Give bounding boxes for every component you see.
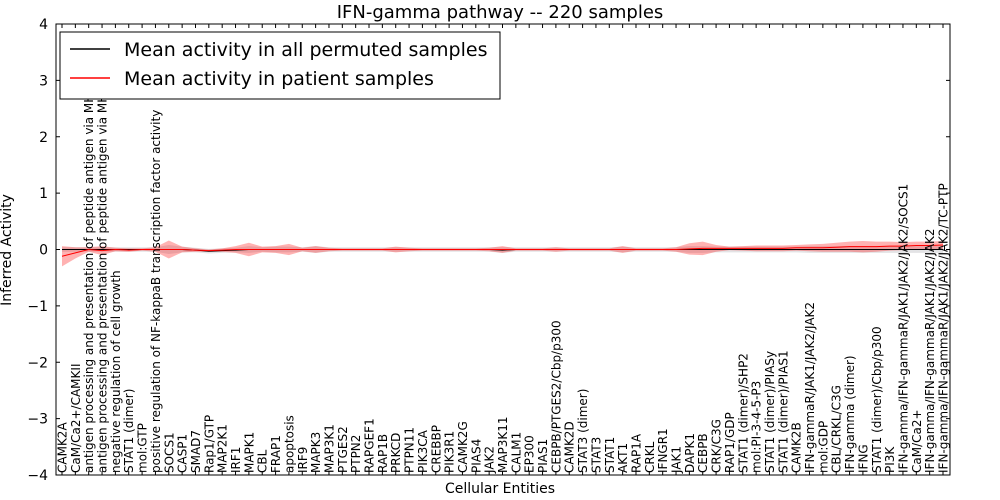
x-tick-label: IFNG — [856, 444, 870, 473]
x-tick-label: CRKL — [643, 441, 657, 473]
x-tick-label: mol:GTP — [136, 423, 150, 473]
x-tick-label: CaM/Ca2+/CAMKII — [69, 364, 83, 473]
x-tick-label: RAP1/GDP — [723, 412, 737, 473]
x-tick-label: IFN-gamma/IFN-gammaR/JAK1/JAK2/JAK2 — [923, 228, 937, 473]
series-line-permuted — [62, 249, 943, 252]
x-tick-label: PI3K — [883, 446, 897, 473]
x-tick-label: antigen processing and presentation of p… — [96, 41, 110, 473]
chart-title: IFN-gamma pathway -- 220 samples — [337, 2, 664, 23]
x-tick-label: RAPGEF1 — [363, 418, 377, 473]
x-tick-label: CAMK2D — [563, 421, 577, 473]
x-tick-label: STAT3 (dimer) — [576, 389, 590, 473]
y-tick-label: 3 — [39, 73, 48, 89]
x-tick-label: IFN-gamma/IFN-gammaR/JAK1/JAK2/JAK2/TC-P… — [937, 183, 951, 473]
x-tick-label: PIK3CA — [416, 429, 430, 473]
x-tick-label: PIK3R1 — [443, 431, 457, 473]
y-tick-label: 4 — [39, 17, 48, 33]
x-tick-label: CBL/CRKL/C3G — [830, 385, 844, 473]
x-tick-label: STAT1 (dimer)/SHP2 — [736, 353, 750, 473]
y-tick-label: 0 — [39, 243, 48, 259]
x-tick-label: MAP3K11 — [496, 416, 510, 473]
x-tick-label: CAMK2A — [56, 422, 70, 473]
x-tick-label: PTPN2 — [349, 435, 363, 473]
y-tick-label: −1 — [27, 299, 48, 315]
x-tick-label: negative regulation of cell growth — [109, 270, 123, 473]
x-tick-label: CALM1 — [509, 432, 523, 473]
x-tick-label: MAPK1 — [242, 432, 256, 473]
legend-label-permuted: Mean activity in all permuted samples — [124, 39, 487, 61]
y-tick-label: −4 — [27, 468, 48, 484]
legend-label-patient: Mean activity in patient samples — [124, 68, 434, 90]
x-tick-label: CREBBP — [429, 425, 443, 473]
x-tick-label: MAP2K1 — [216, 424, 230, 473]
x-tick-label: SMAD7 — [189, 430, 203, 473]
x-tick-label: PTGES2 — [336, 426, 350, 473]
x-tick-label: JAK1 — [670, 446, 684, 474]
y-tick-label: 1 — [39, 186, 48, 202]
x-axis-label: Cellular Entities — [445, 481, 555, 497]
x-tick-label: PRKCD — [389, 433, 403, 473]
legend: Mean activity in all permuted samples Me… — [59, 31, 501, 100]
x-tick-label: STAT1 (dimer)/PIAS1 — [776, 350, 790, 473]
x-tick-label: MAPK3 — [309, 432, 323, 473]
x-tick-label: PIAS1 — [536, 439, 550, 473]
x-tick-label: IRF1 — [229, 447, 243, 473]
x-tick-label: mol:GDP — [816, 421, 830, 473]
x-tick-label: RAP1A — [629, 433, 643, 473]
x-tick-label: IFNGR1 — [656, 428, 670, 473]
x-tick-label: CAMK2B — [790, 422, 804, 473]
x-tick-label: SOCS1 — [162, 432, 176, 473]
x-tick-label: IFN-gamma/IFN-gammaR/JAK1/JAK2/JAK2/SOCS… — [896, 184, 910, 473]
x-tick-label: EP300 — [523, 435, 537, 473]
x-tick-label: IFN-gammaR/JAK1/JAK2/JAK2 — [803, 302, 817, 473]
y-axis-label: Inferred Activity — [0, 194, 15, 306]
legend-box — [59, 31, 501, 100]
x-tick-label: STAT1 (dimer) — [122, 389, 136, 473]
x-tick-label: MAP3K1 — [322, 424, 336, 473]
x-tick-label: mol:PI-3-4-5-P3 — [750, 381, 764, 473]
x-tick-label: STAT1 — [603, 437, 617, 473]
x-tick-label: IFN-gamma (dimer) — [843, 355, 857, 473]
y-tick-label: −3 — [27, 412, 48, 428]
x-tick-label: CBL — [256, 449, 270, 473]
x-tick-label: positive regulation of NF-kappaB transcr… — [149, 110, 163, 473]
x-tick-label: PIAS4 — [469, 439, 483, 473]
x-tick-label: PTPN11 — [403, 427, 417, 473]
series-line-patient — [61, 244, 944, 257]
x-tick-label: RAP1B — [376, 434, 390, 473]
x-tick-label: CRK/C3G — [710, 419, 724, 473]
x-tick-label: antigen processing and presentation of p… — [82, 44, 96, 473]
y-tick-label: 2 — [39, 130, 48, 146]
x-tick-label: CAMK2G — [456, 421, 470, 473]
x-tick-label: CASP1 — [176, 434, 190, 473]
band-patient — [62, 240, 943, 267]
x-tick-label: JAK2 — [483, 446, 497, 474]
x-tick-label: STAT1 (dimer)/Cbp/p300 — [870, 326, 884, 473]
x-tick-label: CaM/Ca2+ — [910, 409, 924, 473]
x-tick-label: Rap1/GTP — [202, 415, 216, 473]
x-tick-label: IRF9 — [296, 447, 310, 473]
x-tick-label: CEBPB/PTGES2/Cbp/p300 — [549, 320, 563, 473]
x-tick-label: AKT1 — [616, 443, 630, 473]
y-tick-label: −2 — [27, 355, 48, 371]
x-tick-label: FRAP1 — [269, 435, 283, 473]
x-tick-label: DAPK1 — [683, 433, 697, 473]
x-tick-label: CEBPB — [696, 433, 710, 473]
x-tick-label: STAT3 — [589, 437, 603, 473]
x-tick-label: STAT1 (dimer)/PIASy — [763, 351, 777, 473]
x-tick-label: apoptosis — [282, 415, 296, 473]
